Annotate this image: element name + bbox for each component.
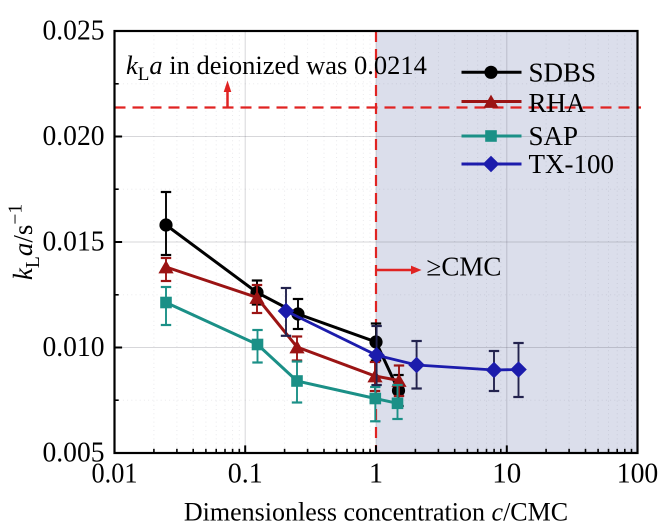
svg-text:0.020: 0.020 [43, 120, 105, 152]
svg-text:Dimensionless concentration c/: Dimensionless concentration c/CMC [184, 498, 568, 527]
svg-text:RHA: RHA [529, 88, 587, 118]
svg-text:100: 100 [617, 458, 659, 490]
svg-text:10: 10 [492, 458, 521, 490]
svg-text:SDBS: SDBS [529, 57, 597, 87]
svg-text:0.025: 0.025 [43, 14, 105, 46]
svg-text:0.010: 0.010 [43, 331, 105, 363]
svg-text:≥CMC: ≥CMC [427, 252, 502, 282]
svg-text:kLa in deionized was 0.0214: kLa in deionized was 0.0214 [126, 50, 427, 85]
svg-text:0.005: 0.005 [43, 436, 105, 468]
svg-text:TX-100: TX-100 [529, 149, 614, 179]
svg-text:0.1: 0.1 [228, 458, 263, 490]
svg-text:1: 1 [369, 458, 383, 490]
svg-text:kLa/s−1: kLa/s−1 [6, 204, 45, 280]
svg-text:0.01: 0.01 [92, 458, 138, 490]
svg-text:0.015: 0.015 [43, 225, 105, 257]
svg-text:SAP: SAP [529, 121, 579, 151]
